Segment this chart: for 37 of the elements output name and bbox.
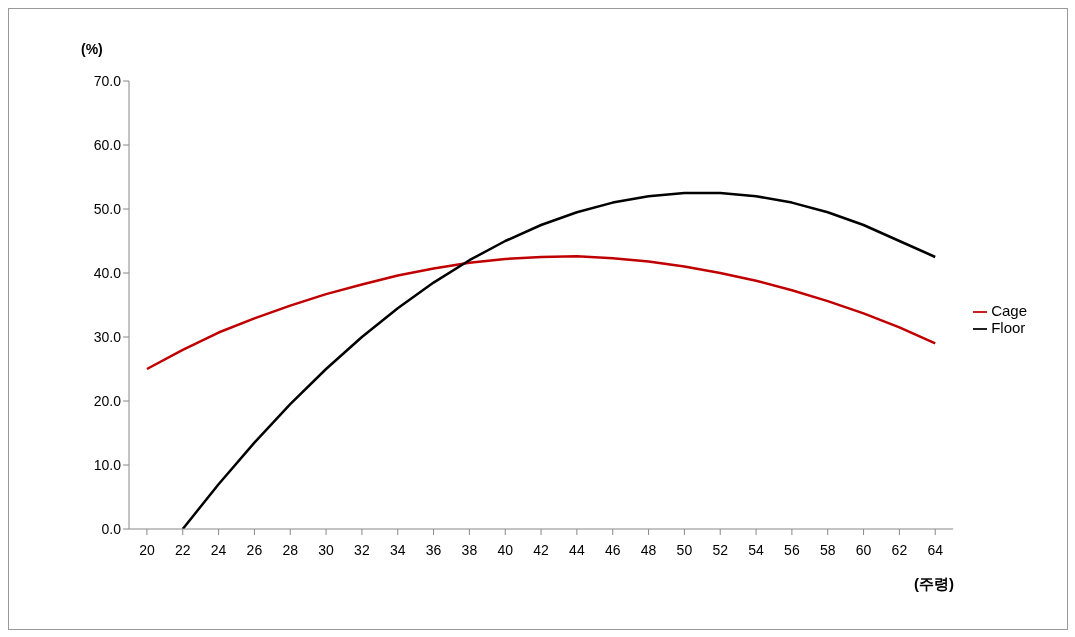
y-tick-label: 60.0: [93, 136, 122, 153]
line-series: [181, 191, 937, 529]
x-tick-label: 64: [927, 541, 944, 558]
x-tick-label: 52: [712, 541, 729, 558]
x-tick-label: 24: [210, 541, 227, 558]
x-tick-label: 40: [497, 541, 514, 558]
x-tick-label: 26: [246, 541, 263, 558]
y-tick-label: 10.0: [93, 456, 122, 473]
x-tick-label: 32: [354, 541, 370, 558]
x-tick-label: 38: [461, 541, 478, 558]
x-tick-label: 30: [318, 541, 335, 558]
line-series: [145, 255, 937, 371]
x-tick-label: 54: [748, 541, 765, 558]
y-tick-label: 50.0: [93, 200, 122, 217]
x-tick-label: 44: [569, 541, 585, 558]
y-axis-title: (%): [81, 41, 103, 57]
x-tick-label: 28: [282, 541, 299, 558]
x-tick-label: 46: [604, 541, 621, 558]
x-tick-label: 62: [891, 541, 908, 558]
legend-label: Floor: [991, 319, 1026, 336]
x-tick-label: 60: [855, 541, 872, 558]
y-tick-label: 40.0: [93, 264, 122, 281]
x-tick-label: 50: [676, 541, 693, 558]
x-axis-title: (주령): [914, 575, 954, 594]
x-tick-label: 20: [139, 541, 155, 558]
y-tick-label: 30.0: [93, 328, 122, 345]
x-tick-label: 56: [784, 541, 800, 558]
x-tick-label: 48: [640, 541, 657, 558]
x-tick-label: 22: [174, 541, 191, 558]
legend-label: Cage: [991, 301, 1027, 319]
x-tick-label: 58: [819, 541, 836, 558]
x-tick-label: 34: [389, 541, 406, 558]
x-tick-label: 36: [425, 541, 442, 558]
y-tick-label: 70.0: [93, 72, 122, 89]
y-tick-label: 0.0: [101, 520, 122, 537]
y-tick-label: 20.0: [93, 392, 122, 409]
x-tick-label: 42: [533, 541, 550, 558]
